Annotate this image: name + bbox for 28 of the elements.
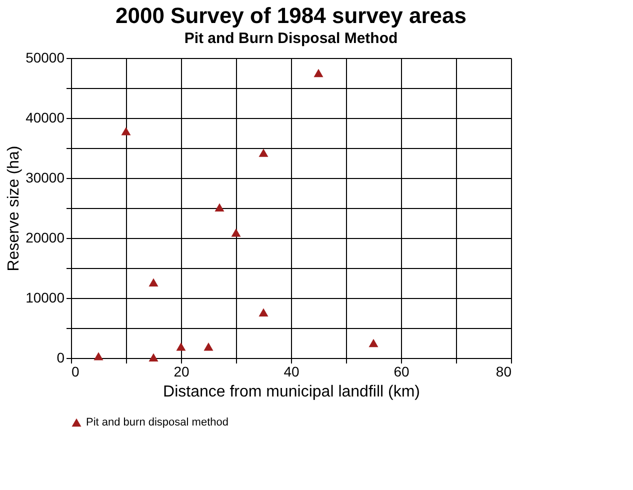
point xyxy=(121,127,131,136)
y-axis-title: Reserve size (ha) xyxy=(6,146,23,272)
x-tick-label: 80 xyxy=(496,364,512,380)
y-tick-label: 50000 xyxy=(26,50,65,66)
point xyxy=(94,352,104,360)
y-tick-label: 0 xyxy=(56,350,65,366)
point xyxy=(258,308,268,317)
point xyxy=(231,228,241,237)
point xyxy=(176,342,186,351)
x-tick-label: 60 xyxy=(394,364,410,380)
point xyxy=(148,278,158,287)
y-tick-label: 10000 xyxy=(26,290,65,306)
point xyxy=(214,203,224,212)
legend-label: Pit and burn disposal method xyxy=(86,416,228,428)
point xyxy=(314,68,324,78)
x-tick-label: 40 xyxy=(284,364,300,380)
y-tick-label: 30000 xyxy=(26,170,65,186)
point xyxy=(368,338,378,348)
point xyxy=(258,148,268,157)
y-tick-label: 40000 xyxy=(26,110,65,126)
point xyxy=(148,353,158,362)
point xyxy=(204,342,214,351)
y-tick-label: 20000 xyxy=(26,230,65,246)
x-tick-label: 20 xyxy=(174,364,190,380)
chart-title: 2000 Survey of 1984 survey areas xyxy=(115,3,467,28)
x-tick-label: 0 xyxy=(72,364,80,380)
x-axis-title: Distance from municipal landfill (km) xyxy=(163,384,420,400)
chart-subtitle: Pit and Burn Disposal Method xyxy=(184,30,398,47)
